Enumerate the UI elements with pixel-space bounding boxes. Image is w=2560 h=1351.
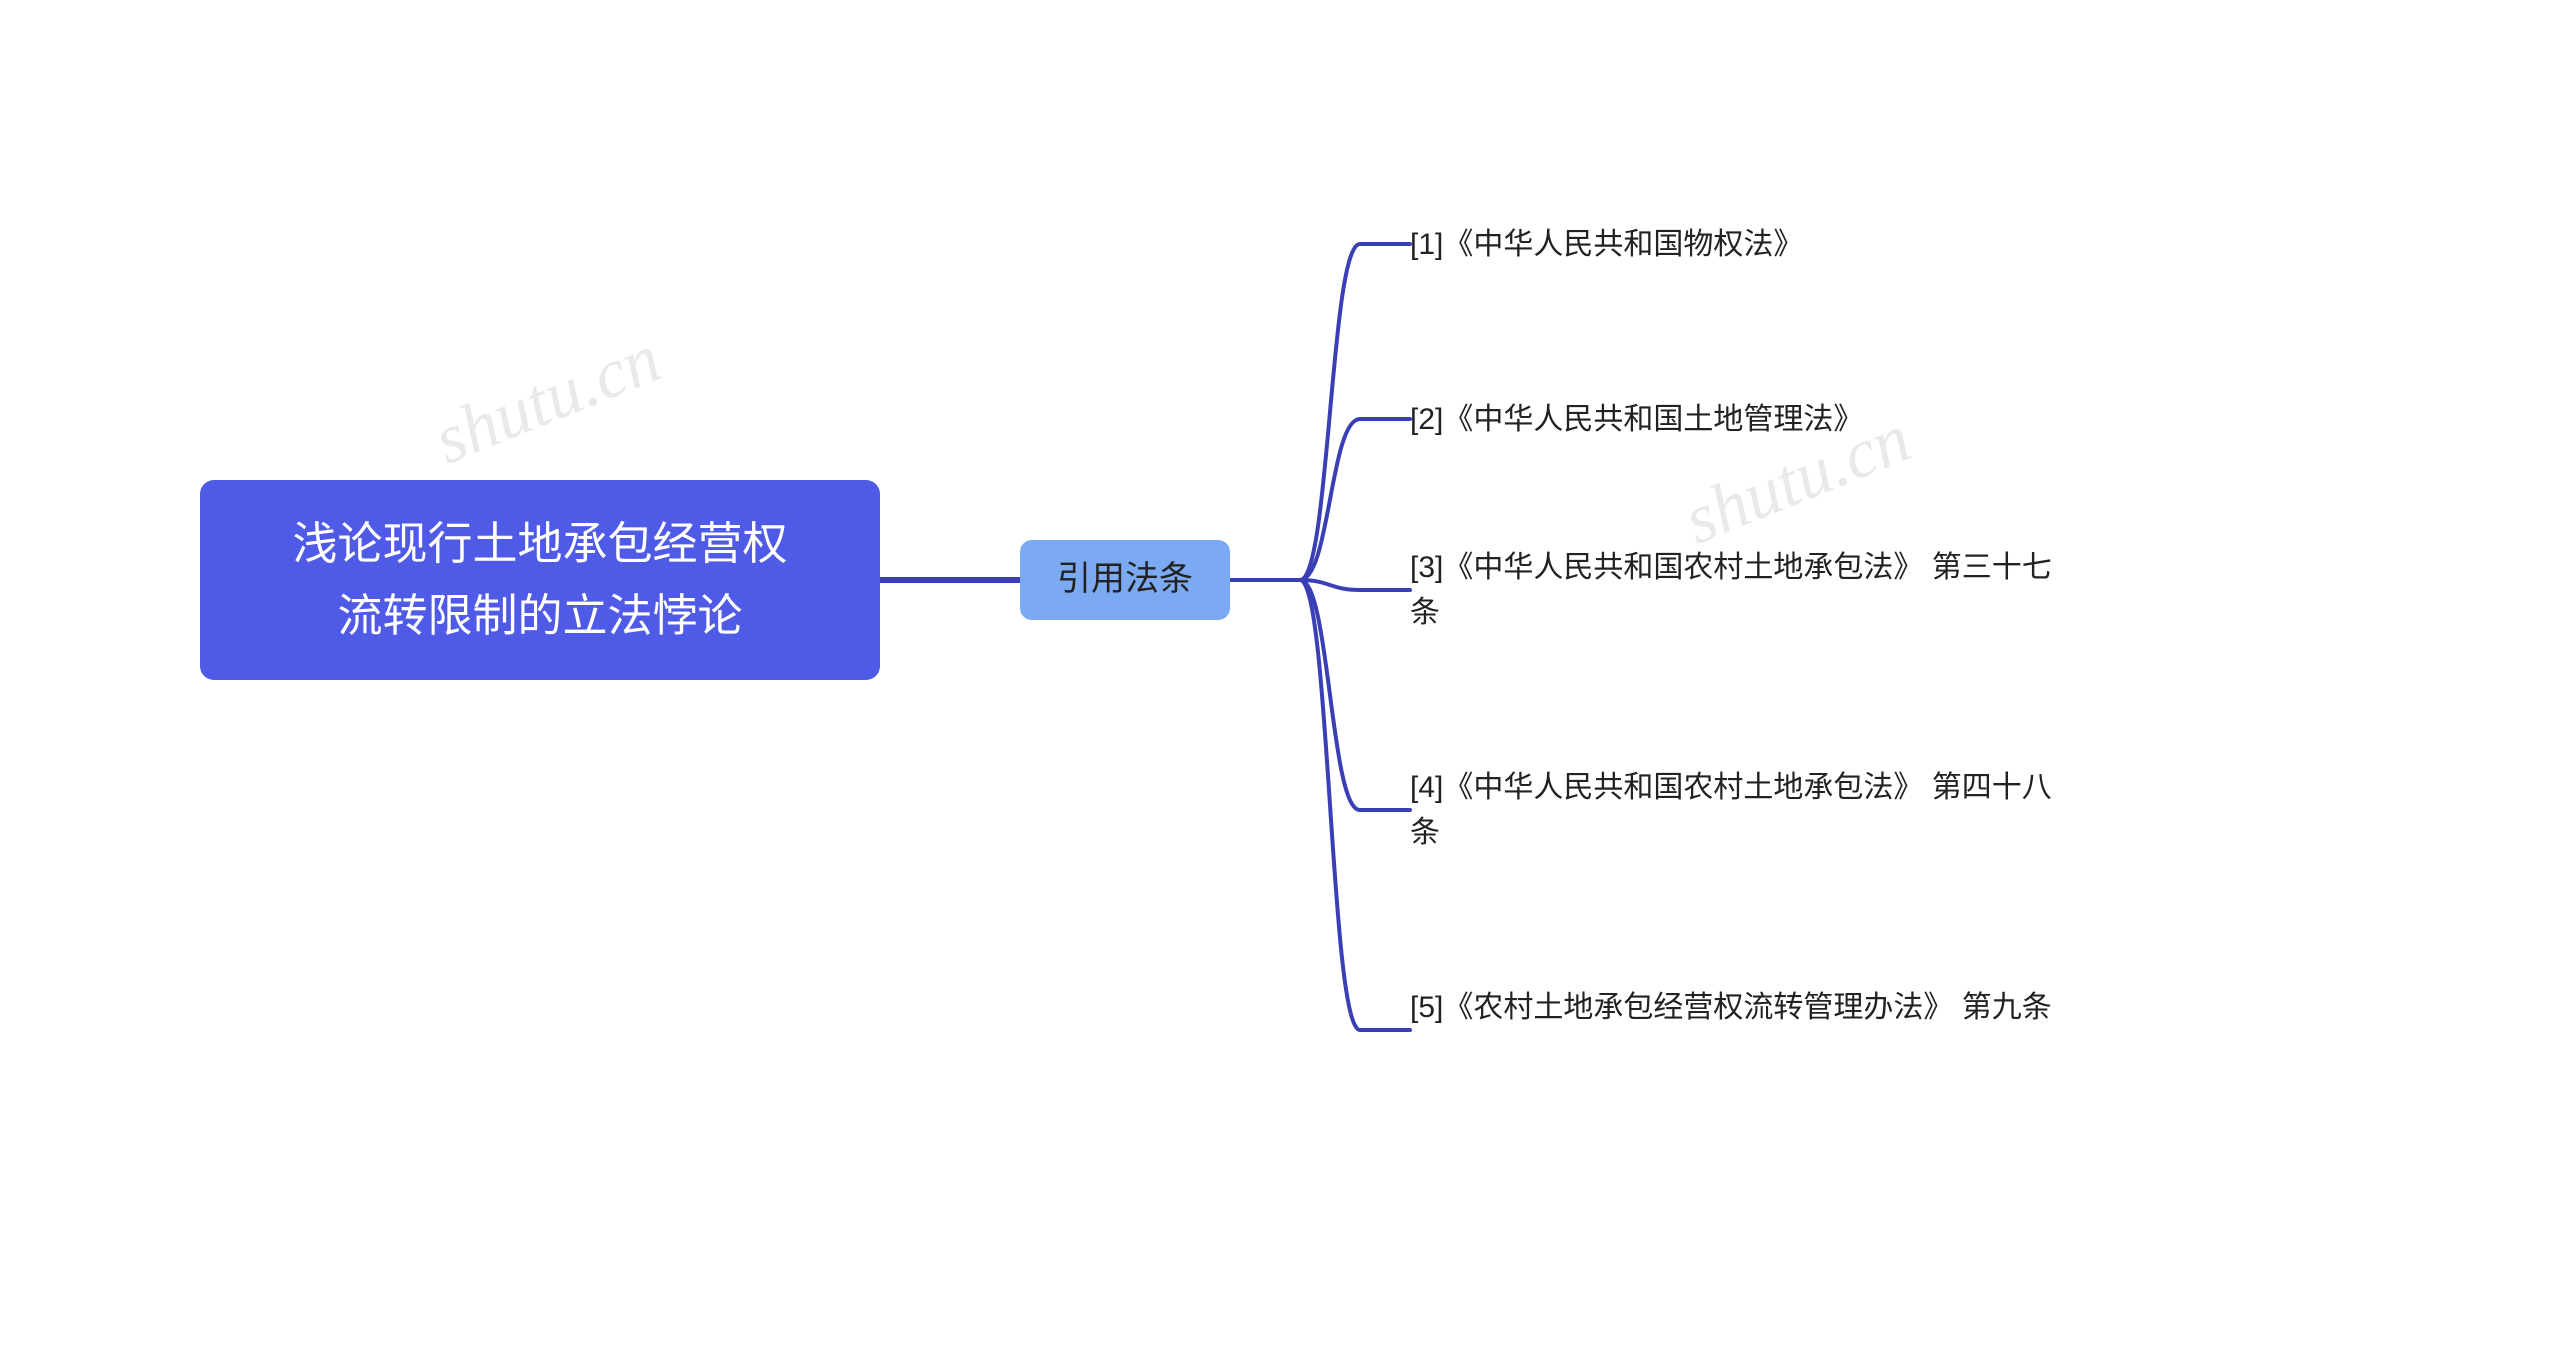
leaf-text: [2]《中华人民共和国土地管理法》 [1410, 403, 1863, 436]
leaf-text: [1]《中华人民共和国物权法》 [1410, 228, 1803, 261]
sub-node-text: 引用法条 [1057, 556, 1193, 604]
root-node[interactable]: 浅论现行土地承包经营权 流转限制的立法悖论 [200, 480, 880, 680]
leaf-node-4[interactable]: [4]《中华人民共和国农村土地承包法》 第四十八条 [1410, 765, 2070, 855]
edge-leaf-3 [1300, 580, 1410, 590]
leaf-node-1[interactable]: [1]《中华人民共和国物权法》 [1410, 222, 2070, 267]
mindmap-canvas: shutu.cn shutu.cn 浅论现行土地承包经营权 流转限制的立法悖论 … [0, 0, 2560, 1351]
root-line-2: 流转限制的立法悖论 [337, 590, 742, 641]
leaf-text: [3]《中华人民共和国农村土地承包法》 第三十七条 [1410, 551, 2052, 629]
sub-node[interactable]: 引用法条 [1020, 540, 1230, 620]
leaf-node-3[interactable]: [3]《中华人民共和国农村土地承包法》 第三十七条 [1410, 545, 2070, 635]
watermark-text: shutu.cn [424, 320, 671, 480]
edge-leaf-2 [1300, 419, 1410, 580]
root-line-1: 浅论现行土地承包经营权 [292, 518, 787, 569]
edge-leaf-1 [1300, 244, 1410, 580]
leaf-node-2[interactable]: [2]《中华人民共和国土地管理法》 [1410, 397, 2070, 442]
edge-leaf-5 [1300, 580, 1410, 1030]
edge-leaf-4 [1300, 580, 1410, 810]
leaf-text: [5]《农村土地承包经营权流转管理办法》 第九条 [1410, 991, 2052, 1024]
leaf-node-5[interactable]: [5]《农村土地承包经营权流转管理办法》 第九条 [1410, 985, 2070, 1030]
root-node-text: 浅论现行土地承包经营权 流转限制的立法悖论 [292, 508, 787, 652]
watermark-1: shutu.cn [424, 319, 672, 481]
leaf-text: [4]《中华人民共和国农村土地承包法》 第四十八条 [1410, 771, 2052, 849]
